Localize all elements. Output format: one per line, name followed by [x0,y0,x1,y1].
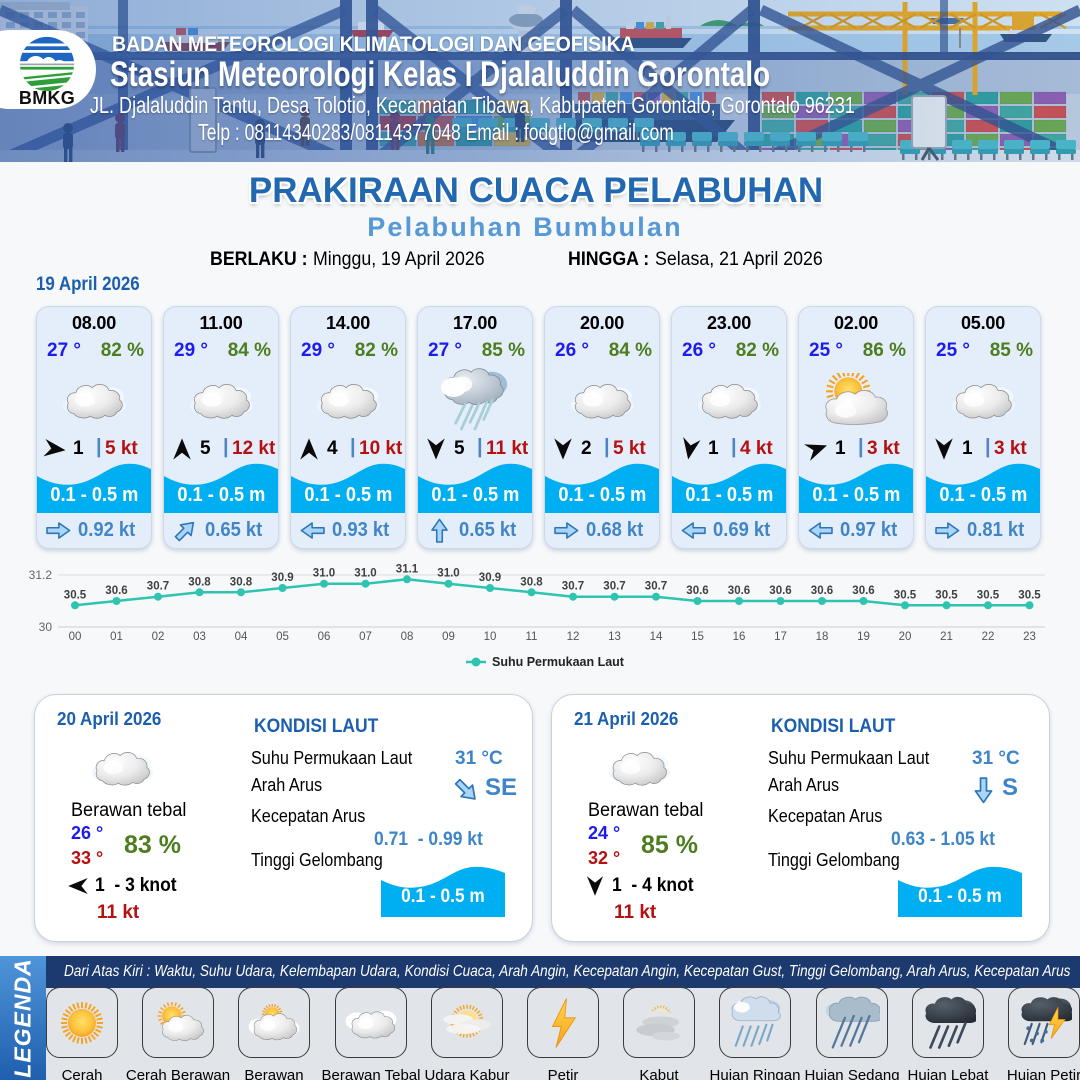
svg-text:30.7: 30.7 [562,581,584,593]
svg-text:30.9: 30.9 [271,572,293,584]
svg-text:17: 17 [774,631,787,643]
svg-text:10: 10 [484,631,497,643]
svg-text:06: 06 [318,631,331,643]
svg-text:30.5: 30.5 [1018,589,1041,601]
svg-text:30.5: 30.5 [894,589,917,601]
svg-text:15: 15 [691,631,704,643]
svg-text:21: 21 [940,631,953,643]
svg-text:00: 00 [69,631,82,643]
svg-text:22: 22 [982,631,995,643]
svg-text:31.0: 31.0 [313,568,335,580]
svg-text:31.0: 31.0 [437,568,459,580]
svg-text:31.0: 31.0 [354,568,376,580]
svg-text:30.5: 30.5 [935,589,958,601]
svg-text:30.6: 30.6 [105,585,127,597]
svg-text:02: 02 [152,631,165,643]
svg-text:30.6: 30.6 [686,585,708,597]
svg-text:12: 12 [567,631,580,643]
svg-text:13: 13 [608,631,621,643]
svg-text:03: 03 [193,631,206,643]
svg-text:20: 20 [899,631,912,643]
svg-text:30.8: 30.8 [188,576,211,588]
svg-text:09: 09 [442,631,455,643]
svg-text:Suhu Permukaan Laut: Suhu Permukaan Laut [492,655,625,669]
svg-text:19: 19 [857,631,870,643]
svg-text:30.6: 30.6 [811,585,833,597]
svg-text:30.6: 30.6 [728,585,750,597]
svg-text:30.7: 30.7 [147,581,169,593]
svg-text:30: 30 [39,620,53,634]
svg-text:23: 23 [1023,631,1036,643]
svg-text:30.6: 30.6 [852,585,874,597]
svg-text:31.1: 31.1 [396,563,419,575]
svg-text:01: 01 [110,631,123,643]
svg-text:30.6: 30.6 [769,585,791,597]
svg-text:30.8: 30.8 [520,576,543,588]
svg-text:18: 18 [816,631,829,643]
svg-text:30.5: 30.5 [977,589,1000,601]
svg-text:30.8: 30.8 [230,576,253,588]
svg-text:05: 05 [276,631,289,643]
svg-text:16: 16 [733,631,746,643]
svg-text:31.2: 31.2 [29,568,53,582]
svg-text:30.5: 30.5 [64,589,87,601]
svg-text:11: 11 [526,631,538,643]
svg-text:30.7: 30.7 [603,581,625,593]
svg-text:07: 07 [359,631,372,643]
svg-text:08: 08 [401,631,414,643]
svg-text:04: 04 [235,631,248,643]
svg-text:30.7: 30.7 [645,581,667,593]
svg-text:14: 14 [650,631,663,643]
svg-text:30.9: 30.9 [479,572,501,584]
